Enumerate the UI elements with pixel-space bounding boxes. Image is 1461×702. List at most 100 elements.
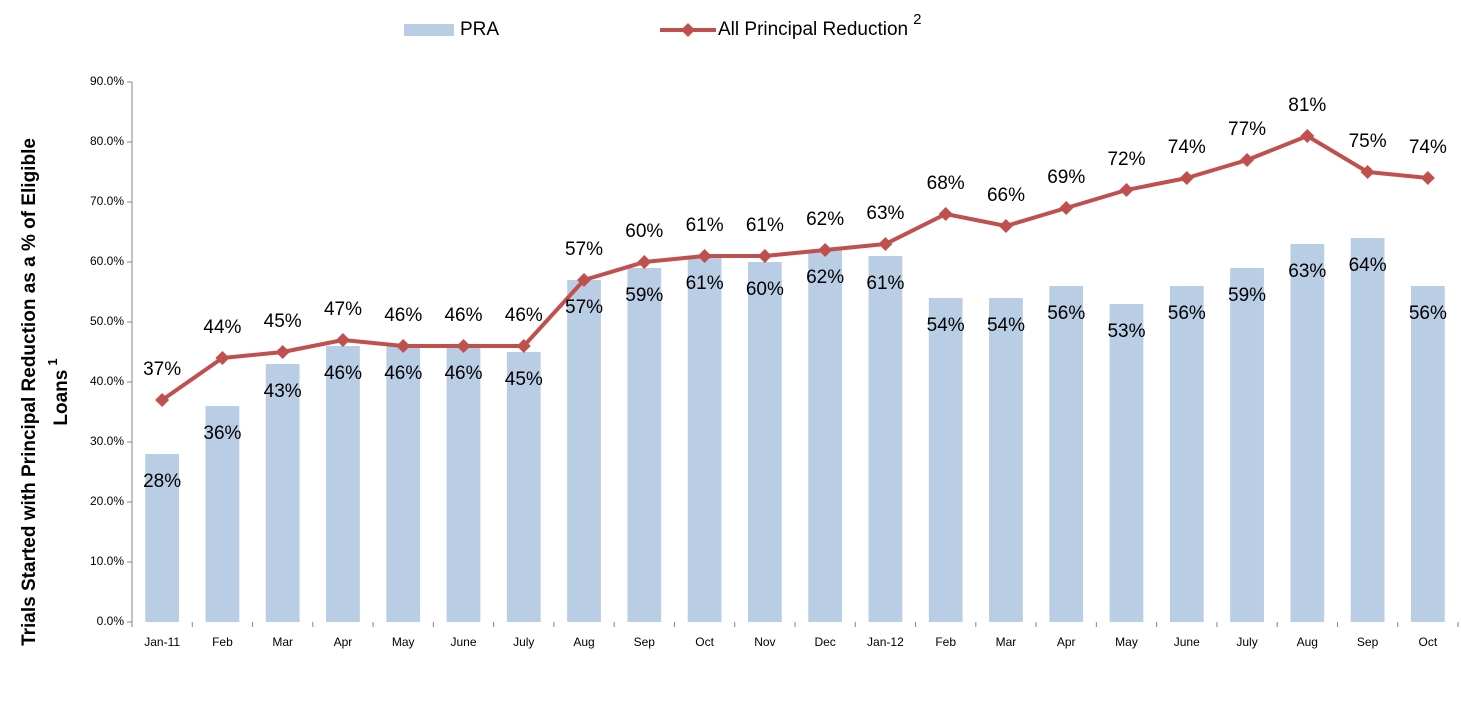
y-tick-label: 90.0%	[90, 74, 124, 88]
bar	[627, 268, 662, 622]
y-tick-label: 20.0%	[90, 494, 124, 508]
marker	[1360, 165, 1375, 179]
data-label: 57%	[565, 297, 603, 318]
data-label: 61%	[686, 273, 724, 294]
data-label: 57%	[565, 239, 603, 260]
data-label: 63%	[866, 203, 904, 224]
bar	[1109, 304, 1144, 622]
x-tick-label: Apr	[1057, 635, 1076, 649]
data-label: 53%	[1107, 321, 1145, 342]
data-label: 61%	[746, 215, 784, 236]
data-label: 46%	[505, 305, 543, 326]
bar	[1290, 244, 1325, 622]
marker	[1179, 171, 1194, 185]
marker	[1420, 171, 1435, 185]
data-label: 60%	[625, 221, 663, 242]
marker	[818, 243, 833, 257]
marker	[396, 339, 411, 353]
data-label: 43%	[264, 381, 302, 402]
data-label: 37%	[143, 359, 181, 380]
marker	[1119, 183, 1134, 197]
y-tick-label: 60.0%	[90, 254, 124, 268]
data-label: 45%	[264, 311, 302, 332]
marker	[516, 339, 531, 353]
bar	[989, 298, 1023, 622]
data-label: 47%	[324, 299, 362, 320]
data-label: 46%	[444, 363, 482, 384]
bar	[326, 346, 360, 622]
legend-text: All Principal Reduction	[718, 19, 908, 40]
x-tick-label: May	[392, 635, 415, 649]
marker	[1300, 129, 1315, 143]
x-tick-label: July	[513, 635, 534, 649]
bar	[1410, 286, 1445, 622]
marker	[998, 219, 1013, 233]
bar	[205, 406, 240, 622]
data-label: 66%	[987, 185, 1025, 206]
marker	[456, 339, 471, 353]
y-axis-label: Loans 1	[45, 358, 72, 425]
x-tick-label: Oct	[695, 635, 714, 649]
legend-label: All Principal Reduction 2	[718, 11, 921, 40]
bar	[868, 256, 903, 622]
data-label: 45%	[505, 369, 543, 390]
x-tick-label: Jan-11	[144, 635, 180, 649]
x-tick-label: May	[1115, 635, 1138, 649]
y-axis-label-line: Loans	[51, 370, 72, 426]
y-tick-label: 10.0%	[90, 554, 124, 568]
x-tick-label: Mar	[272, 635, 293, 649]
data-label: 46%	[384, 305, 422, 326]
marker	[938, 207, 953, 221]
marker	[155, 393, 170, 407]
y-tick-label: 80.0%	[90, 134, 124, 148]
data-label: 74%	[1168, 137, 1206, 158]
data-label: 63%	[1288, 261, 1326, 282]
bar	[145, 454, 180, 622]
data-label: 62%	[806, 267, 844, 288]
data-label: 54%	[927, 315, 965, 336]
data-label: 81%	[1288, 95, 1326, 116]
y-tick-label: 50.0%	[90, 314, 124, 328]
y-tick-label: 30.0%	[90, 434, 124, 448]
data-label: 36%	[203, 423, 241, 444]
bar	[446, 346, 481, 622]
legend-note: 2	[913, 11, 921, 28]
x-tick-label: Mar	[996, 635, 1017, 649]
marker	[878, 237, 893, 251]
x-tick-label: Sep	[634, 635, 656, 649]
data-label: 46%	[444, 305, 482, 326]
marker	[335, 333, 350, 347]
bar	[747, 262, 782, 622]
data-label: 60%	[746, 279, 784, 300]
data-label: 54%	[987, 315, 1025, 336]
data-label: 64%	[1349, 255, 1387, 276]
y-tick-label: 70.0%	[90, 194, 124, 208]
data-label: 56%	[1409, 303, 1447, 324]
bar	[1169, 286, 1204, 622]
x-tick-label: Apr	[334, 635, 353, 649]
bar	[386, 346, 421, 622]
bar	[928, 298, 963, 622]
legend-label: PRA	[460, 19, 499, 40]
y-axis-label: Trials Started with Principal Reduction …	[19, 138, 40, 646]
data-label: 46%	[384, 363, 422, 384]
marker	[757, 249, 772, 263]
legend-marker	[681, 23, 695, 37]
data-label: 74%	[1409, 137, 1447, 158]
marker	[637, 255, 652, 269]
marker	[275, 345, 290, 359]
data-label: 69%	[1047, 167, 1085, 188]
data-label: 44%	[203, 317, 241, 338]
y-tick-label: 0.0%	[97, 614, 125, 628]
marker	[577, 273, 592, 287]
line	[160, 134, 1429, 402]
legend-swatch	[404, 24, 454, 36]
y-axis-label-note: 1	[45, 358, 60, 365]
bar	[1230, 268, 1264, 622]
bar	[687, 256, 722, 622]
data-label: 46%	[324, 363, 362, 384]
data-label: 77%	[1228, 119, 1266, 140]
x-tick-label: Oct	[1419, 635, 1438, 649]
marker	[1240, 153, 1255, 167]
